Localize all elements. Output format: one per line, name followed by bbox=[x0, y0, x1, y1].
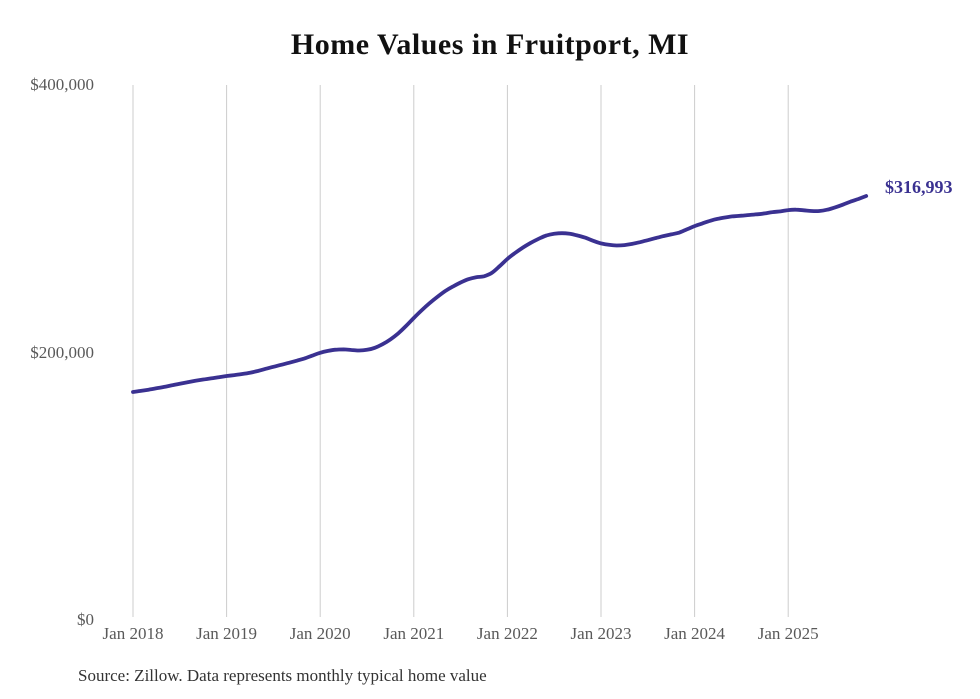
y-tick-label: $0 bbox=[77, 610, 94, 629]
latest-value-label: $316,993 bbox=[885, 177, 953, 197]
x-tick-label: Jan 2022 bbox=[476, 624, 538, 643]
y-tick-label: $400,000 bbox=[30, 75, 94, 94]
home-value-line bbox=[131, 194, 869, 394]
x-tick-label: Jan 2021 bbox=[383, 624, 445, 643]
source-note: Source: Zillow. Data represents monthly … bbox=[78, 666, 487, 685]
x-tick-label: Jan 2020 bbox=[289, 624, 351, 643]
chart-title: Home Values in Fruitport, MI bbox=[290, 28, 690, 61]
x-tick-label: Jan 2019 bbox=[196, 624, 258, 643]
x-tick-label: Jan 2025 bbox=[757, 624, 819, 643]
x-tick-label: Jan 2023 bbox=[570, 624, 632, 643]
y-tick-label: $200,000 bbox=[30, 342, 94, 362]
x-tick-label: Jan 2024 bbox=[664, 624, 726, 643]
x-tick-label: Jan 2018 bbox=[102, 624, 164, 643]
